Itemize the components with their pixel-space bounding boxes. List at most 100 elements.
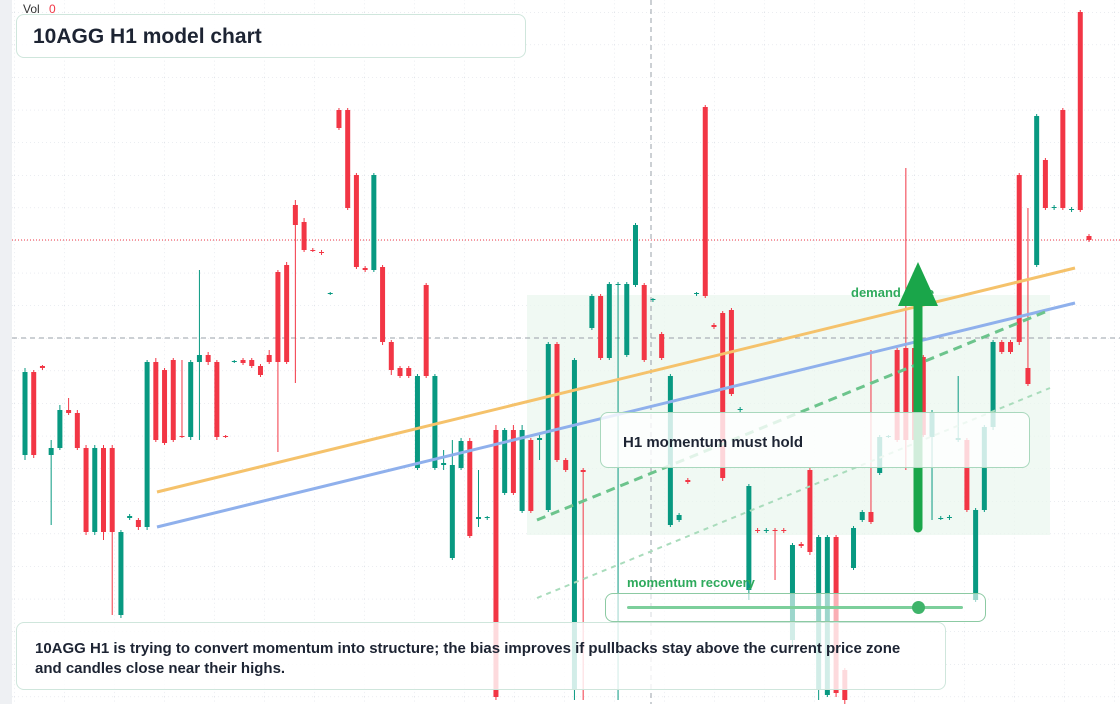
callout: H1 momentum must hold (600, 412, 1030, 468)
candle-body (1034, 116, 1040, 265)
candle-body (606, 284, 612, 358)
candle-body (650, 299, 656, 300)
candle-body (807, 470, 813, 552)
candle-body (257, 366, 263, 375)
candle-body (179, 436, 185, 437)
candle-body (406, 368, 412, 376)
candle-body (467, 441, 473, 536)
candle-body (162, 370, 168, 443)
candle-body (528, 440, 534, 511)
slider-knob[interactable] (912, 601, 925, 614)
candle-body (388, 342, 394, 370)
candle-body (118, 532, 124, 615)
candle-body (737, 409, 743, 410)
candle-body (484, 517, 490, 518)
candle-body (345, 110, 351, 208)
candle-body (598, 296, 604, 358)
candle-body (676, 515, 682, 520)
candle-body (580, 470, 586, 472)
candle-body (414, 376, 420, 468)
candle-body (659, 334, 665, 358)
candle-body (973, 510, 979, 600)
candle-body (284, 265, 290, 362)
candle-body (981, 427, 987, 510)
candle-body (493, 430, 499, 697)
candle-body (685, 480, 691, 482)
candle-body (694, 293, 700, 294)
candle-body (223, 436, 229, 437)
candle-body (310, 250, 316, 251)
candle-body (100, 448, 106, 532)
candle-body (502, 430, 508, 493)
candle-body (423, 285, 429, 376)
candle-body (66, 410, 72, 413)
side-strip (0, 0, 12, 704)
candle-body (214, 362, 220, 437)
candle-body (554, 344, 560, 460)
candle-body (763, 530, 769, 531)
volume-label: Vol (23, 2, 40, 16)
volume-value: 0 (49, 2, 56, 16)
candle-body (57, 410, 63, 448)
candle-body (720, 313, 726, 478)
recovery-slider[interactable] (605, 593, 986, 622)
candle-body (292, 205, 298, 225)
candle-body (999, 342, 1005, 352)
candle-body (545, 344, 551, 510)
candle-body (188, 362, 194, 437)
candle-body (127, 516, 133, 518)
candle-body (851, 528, 857, 568)
recovery-label: momentum recovery (627, 575, 755, 590)
candle-body (1016, 175, 1022, 342)
candle-body (641, 285, 647, 360)
candle-body (1042, 160, 1048, 208)
candle-body (798, 544, 804, 546)
candle-body (781, 530, 787, 531)
candle-body (563, 460, 569, 470)
description: 10AGG H1 is trying to convert momentum i… (16, 622, 946, 690)
candle-body (702, 107, 708, 296)
candle-body (859, 512, 865, 520)
candle-body (624, 284, 630, 355)
candle-body (903, 348, 909, 440)
candle-body (39, 366, 45, 368)
candle-body (22, 372, 28, 455)
candle-body (537, 438, 543, 440)
candle-body (746, 486, 752, 590)
candle-body (371, 175, 377, 270)
candle-body (510, 430, 516, 493)
candle-body (432, 376, 438, 468)
candle-body (476, 517, 482, 519)
candle-body (275, 272, 281, 362)
candle-body (632, 225, 638, 285)
candle-body (589, 296, 595, 328)
candle-body (205, 355, 211, 362)
candle-body (894, 350, 900, 440)
candle-body (135, 520, 141, 527)
candle-body (1008, 342, 1014, 352)
candle-body (319, 252, 325, 253)
candle-body (938, 518, 944, 519)
candle-body (920, 357, 926, 435)
candle-body (362, 268, 368, 270)
candle-body (772, 530, 778, 531)
candle-body (990, 342, 996, 427)
candle-body (109, 448, 115, 532)
candle-body (380, 267, 386, 342)
zone-label: demand zone (851, 285, 935, 300)
candle-body (266, 355, 272, 362)
candle-body (397, 368, 403, 376)
candle-body (946, 517, 952, 518)
candle-body (1025, 368, 1031, 384)
candle-body (449, 465, 455, 558)
candle-body (441, 463, 447, 465)
candle-body (249, 360, 255, 366)
candle-body (231, 361, 237, 362)
candle-body (170, 360, 176, 440)
candle-body (336, 110, 342, 128)
candle-body (458, 441, 464, 468)
candle-body (711, 325, 717, 327)
candle-body (327, 293, 333, 294)
candle-body (74, 413, 80, 448)
